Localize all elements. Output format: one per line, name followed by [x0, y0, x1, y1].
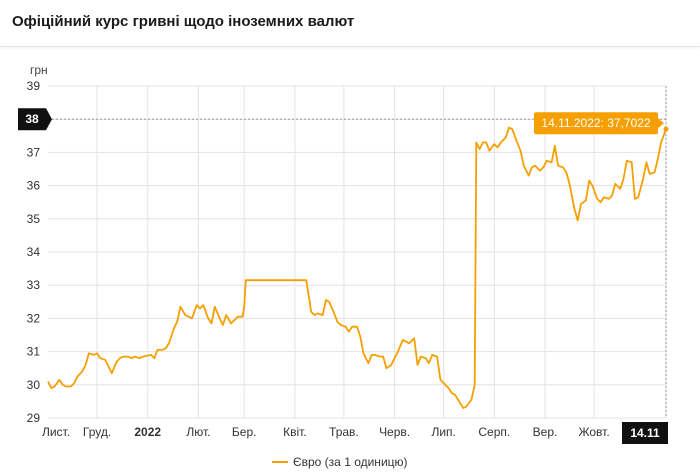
y-tick-label: 39 — [27, 79, 41, 93]
crosshair-y-badge: 38 — [18, 108, 52, 131]
y-tick-label: 31 — [27, 345, 41, 359]
y-tick-label: 32 — [27, 311, 41, 325]
y-axis-unit-label: грн — [30, 63, 48, 77]
y-tick-label: 36 — [27, 179, 41, 193]
crosshair-x-badge-text: 14.11 — [630, 426, 660, 440]
series-endpoint-marker — [663, 126, 669, 132]
x-month-label: Лют. — [186, 425, 210, 439]
tooltip-pointer — [658, 118, 664, 129]
x-month-label: Бер. — [232, 425, 257, 439]
y-tick-label: 34 — [27, 245, 41, 259]
tooltip: 14.11.2022: 37,7022 — [534, 112, 664, 135]
x-month-label: Серп. — [478, 425, 510, 439]
x-month-label: Жовт. — [578, 425, 609, 439]
tooltip-bg — [534, 112, 658, 135]
x-month-label: Лист. — [42, 425, 70, 439]
crosshair-x-badge: 14.11 — [622, 422, 668, 444]
crosshair-y-badge-text: 38 — [25, 112, 39, 126]
x-month-label: Вер. — [533, 425, 558, 439]
y-tick-label: 29 — [27, 411, 41, 425]
x-month-label: Квіт. — [283, 425, 307, 439]
y-tick-label: 30 — [27, 378, 41, 392]
x-month-label: Черв. — [379, 425, 410, 439]
series-layer — [47, 126, 667, 409]
series-line-euro — [47, 126, 667, 409]
legend-label: Євро (за 1 одиницю) — [293, 455, 408, 469]
x-month-label: Трав. — [329, 425, 359, 439]
legend: Євро (за 1 одиницю) — [272, 455, 408, 469]
y-tick-label: 37 — [27, 145, 41, 159]
chart-header: Офіційний курс гривні щодо іноземних вал… — [0, 0, 700, 47]
crosshair-y-badge-bg — [18, 108, 52, 131]
x-month-label: 2022 — [134, 425, 161, 439]
overlay-layer: 38 14.11 14.11.2022: 37,7022 Євро (за 1 оди… — [18, 86, 669, 469]
x-month-label: Груд. — [83, 425, 111, 439]
x-month-label: Лип. — [431, 425, 455, 439]
tooltip-text: 14.11.2022: 37,7022 — [541, 116, 651, 130]
grid: 29 30 31 32 33 34 35 36 37 38 39 Лист. Груд. 2022 Лют.… — [27, 79, 667, 439]
y-tick-label: 35 — [27, 212, 41, 226]
y-tick-label: 33 — [27, 278, 41, 292]
page-title: Офіційний курс гривні щодо іноземних вал… — [12, 13, 355, 30]
crosshair-x-badge-bg — [622, 422, 668, 444]
